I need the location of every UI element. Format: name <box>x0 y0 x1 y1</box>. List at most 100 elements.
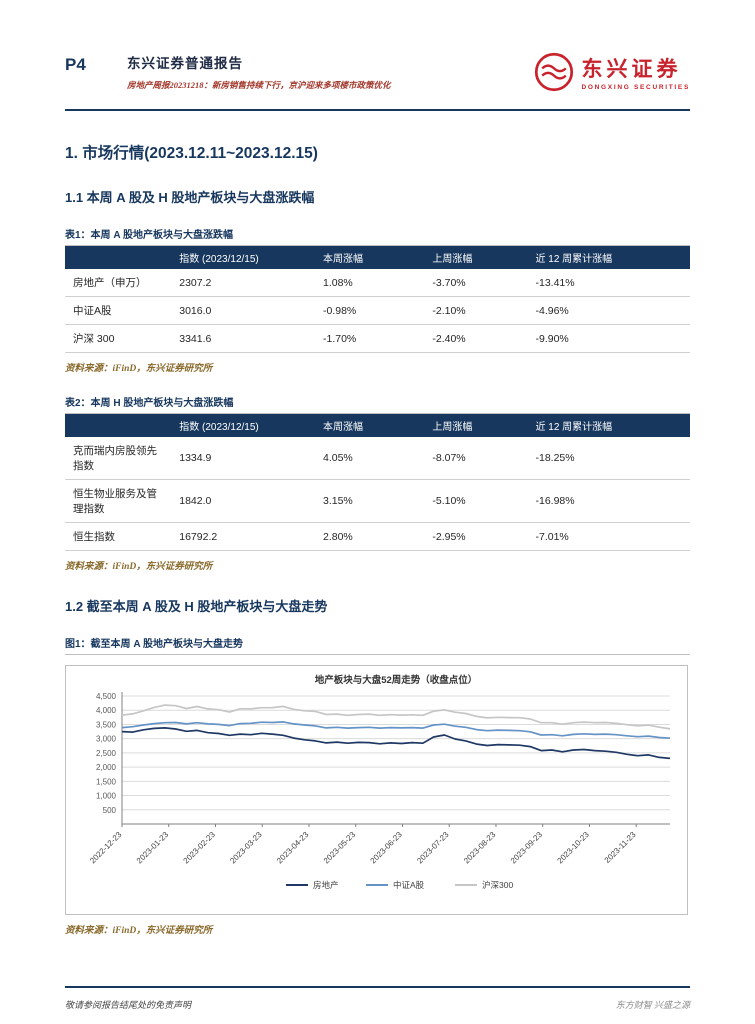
table-1-source: 资料来源：iFinD，东兴证券研究所 <box>65 364 213 374</box>
table-header-row: 指数 (2023/12/15) 本周涨幅 上周涨幅近 12 周累计涨幅 <box>65 414 690 437</box>
y-tick-label: 4,500 <box>96 692 117 701</box>
table-row: 恒生物业服务及管理指数 1842.0 3.15% -5.10% -16.98% <box>65 479 690 523</box>
table-1-caption: 表1：本周 A 股地产板块与大盘涨跌幅 <box>65 226 690 246</box>
section-1-1-title: 1.1 本周 A 股及 H 股地产板块与大盘涨跌幅 <box>65 190 315 205</box>
table-a-share: 指数 (2023/12/15) 本周涨幅 上周涨幅近 12 周累计涨幅 房地产（申万… <box>65 246 690 353</box>
column-header: 指数 (2023/12/15) <box>171 246 315 269</box>
cell-value: 1842.0 <box>171 479 315 523</box>
table-header-row: 指数 (2023/12/15) 本周涨幅 上周涨幅近 12 周累计涨幅 <box>65 246 690 269</box>
cell-value: -2.10% <box>424 296 528 325</box>
trend-chart: 地产板块与大盘52周走势（收盘点位） 500 1,000 1,500 2,000 2,50… <box>65 665 688 915</box>
legend-label: 房地产 <box>313 880 339 890</box>
page-number: P4 <box>65 55 86 74</box>
footer-divider <box>65 986 690 988</box>
row-label: 克而瑞内房股领先指数 <box>65 437 172 480</box>
cell-value: -13.41% <box>527 269 690 297</box>
cell-value: -18.25% <box>527 437 690 480</box>
table-row: 克而瑞内房股领先指数 1334.9 4.05% -8.07% -18.25% <box>65 437 690 480</box>
line-chart: 地产板块与大盘52周走势（收盘点位） 500 1,000 1,500 2,000 2,50… <box>88 674 671 890</box>
row-label: 沪深 300 <box>65 324 172 353</box>
cell-value: -0.98% <box>315 296 425 325</box>
cell-value: -4.96% <box>527 296 690 325</box>
page-header: P4 东兴证券普通报告 房地产周报20231218：新房销售持续下行，京沪迎来多… <box>0 0 755 97</box>
column-header: 近 12 周累计涨幅 <box>527 246 690 269</box>
footer-slogan: 东方财智 兴盛之源 <box>615 1000 690 1010</box>
row-label: 房地产（申万） <box>65 269 172 297</box>
series-沪深300 <box>121 704 671 730</box>
cell-value: -9.90% <box>527 324 690 353</box>
column-header: 本周涨幅 <box>315 246 425 269</box>
y-tick-label: 1,500 <box>96 777 117 786</box>
cell-value: -7.01% <box>527 522 690 551</box>
cell-value: 1334.9 <box>171 437 315 480</box>
footer-disclaimer: 敬请参阅报告结尾处的免责声明 <box>65 1000 192 1010</box>
cell-value: 16792.2 <box>171 522 315 551</box>
table-row: 恒生指数 16792.2 2.80% -2.95% -7.01% <box>65 522 690 551</box>
column-header: 指数 (2023/12/15) <box>171 414 315 437</box>
report-type: 东兴证券普通报告 <box>127 56 243 71</box>
figure-1-caption: 图1：截至本周 A 股地产板块与大盘走势 <box>65 635 690 655</box>
column-header: 近 12 周累计涨幅 <box>527 414 690 437</box>
y-tick-label: 3,500 <box>96 720 117 729</box>
report-title-block: 东兴证券普通报告 房地产周报20231218：新房销售持续下行，京沪迎来多项楼市… <box>127 50 534 91</box>
cell-value: -3.70% <box>424 269 528 297</box>
cell-value: 3.15% <box>315 479 425 523</box>
cell-value: -2.40% <box>424 324 528 353</box>
header-divider <box>65 109 690 111</box>
table-2-caption: 表2：本周 H 股地产板块与大盘涨跌幅 <box>65 394 690 414</box>
y-tick-label: 4,000 <box>96 706 117 715</box>
cell-value: -5.10% <box>424 479 528 523</box>
cell-value: 3341.6 <box>171 324 315 353</box>
brand-name-cn: 东兴证券 <box>581 58 682 82</box>
brand-logo: 东兴证券 DONGXING SECURITIES <box>534 52 690 97</box>
x-tick-label: 2023-04-23 <box>275 830 311 866</box>
cell-value: -16.98% <box>527 479 690 523</box>
column-header: 上周涨幅 <box>424 414 528 437</box>
cell-value: 3016.0 <box>171 296 315 325</box>
series-房地产 <box>121 727 671 760</box>
x-tick-label: 2023-10-23 <box>556 830 592 866</box>
row-label: 恒生指数 <box>65 522 172 551</box>
x-tick-label: 2023-03-23 <box>228 830 264 866</box>
series-中证A股 <box>121 721 671 740</box>
y-tick-label: 1,000 <box>96 792 117 801</box>
table-row: 沪深 300 3341.6 -1.70% -2.40% -9.90% <box>65 324 690 353</box>
row-label: 恒生物业服务及管理指数 <box>65 479 172 523</box>
section-1-title: 1. 市场行情(2023.12.11~2023.12.15) <box>65 145 318 162</box>
y-tick-label: 3,000 <box>96 735 117 744</box>
cell-value: -2.95% <box>424 522 528 551</box>
brand-name-en: DONGXING SECURITIES <box>581 83 690 91</box>
x-tick-label: 2023-05-23 <box>322 830 358 866</box>
column-header: 上周涨幅 <box>424 246 528 269</box>
row-label: 中证A股 <box>65 296 172 325</box>
x-tick-label: 2023-02-23 <box>182 830 218 866</box>
x-tick-label: 2022-12-23 <box>88 830 124 866</box>
x-tick-label: 2023-07-23 <box>415 830 451 866</box>
cell-value: 2307.2 <box>171 269 315 297</box>
page-footer: 敬请参阅报告结尾处的免责声明 东方财智 兴盛之源 <box>65 998 690 1011</box>
y-tick-label: 2,000 <box>96 763 117 772</box>
legend-label: 沪深300 <box>482 880 513 890</box>
cell-value: 2.80% <box>315 522 425 551</box>
table-h-share: 指数 (2023/12/15) 本周涨幅 上周涨幅近 12 周累计涨幅 克而瑞内房股… <box>65 414 690 551</box>
x-tick-label: 2023-08-23 <box>462 830 498 866</box>
column-header: 本周涨幅 <box>315 414 425 437</box>
chart-title: 地产板块与大盘52周走势（收盘点位） <box>315 674 478 686</box>
y-tick-label: 2,500 <box>96 749 117 758</box>
brand-emblem-icon <box>534 52 574 97</box>
cell-value: 1.08% <box>315 269 425 297</box>
table-row: 房地产（申万） 2307.2 1.08% -3.70% -13.41% <box>65 269 690 297</box>
section-1-2-title: 1.2 截至本周 A 股及 H 股地产板块与大盘走势 <box>65 599 328 614</box>
figure-1-source: 资料来源：iFinD，东兴证券研究所 <box>65 926 213 936</box>
cell-value: -1.70% <box>315 324 425 353</box>
cell-value: -8.07% <box>424 437 528 480</box>
brand-text: 东兴证券 DONGXING SECURITIES <box>581 58 690 90</box>
x-tick-label: 2023-09-23 <box>509 830 545 866</box>
x-tick-label: 2023-06-23 <box>369 830 405 866</box>
table-row: 中证A股 3016.0 -0.98% -2.10% -4.96% <box>65 296 690 325</box>
cell-value: 4.05% <box>315 437 425 480</box>
column-header <box>65 414 172 437</box>
legend-label: 中证A股 <box>393 880 425 890</box>
x-tick-label: 2023-11-23 <box>603 830 638 865</box>
